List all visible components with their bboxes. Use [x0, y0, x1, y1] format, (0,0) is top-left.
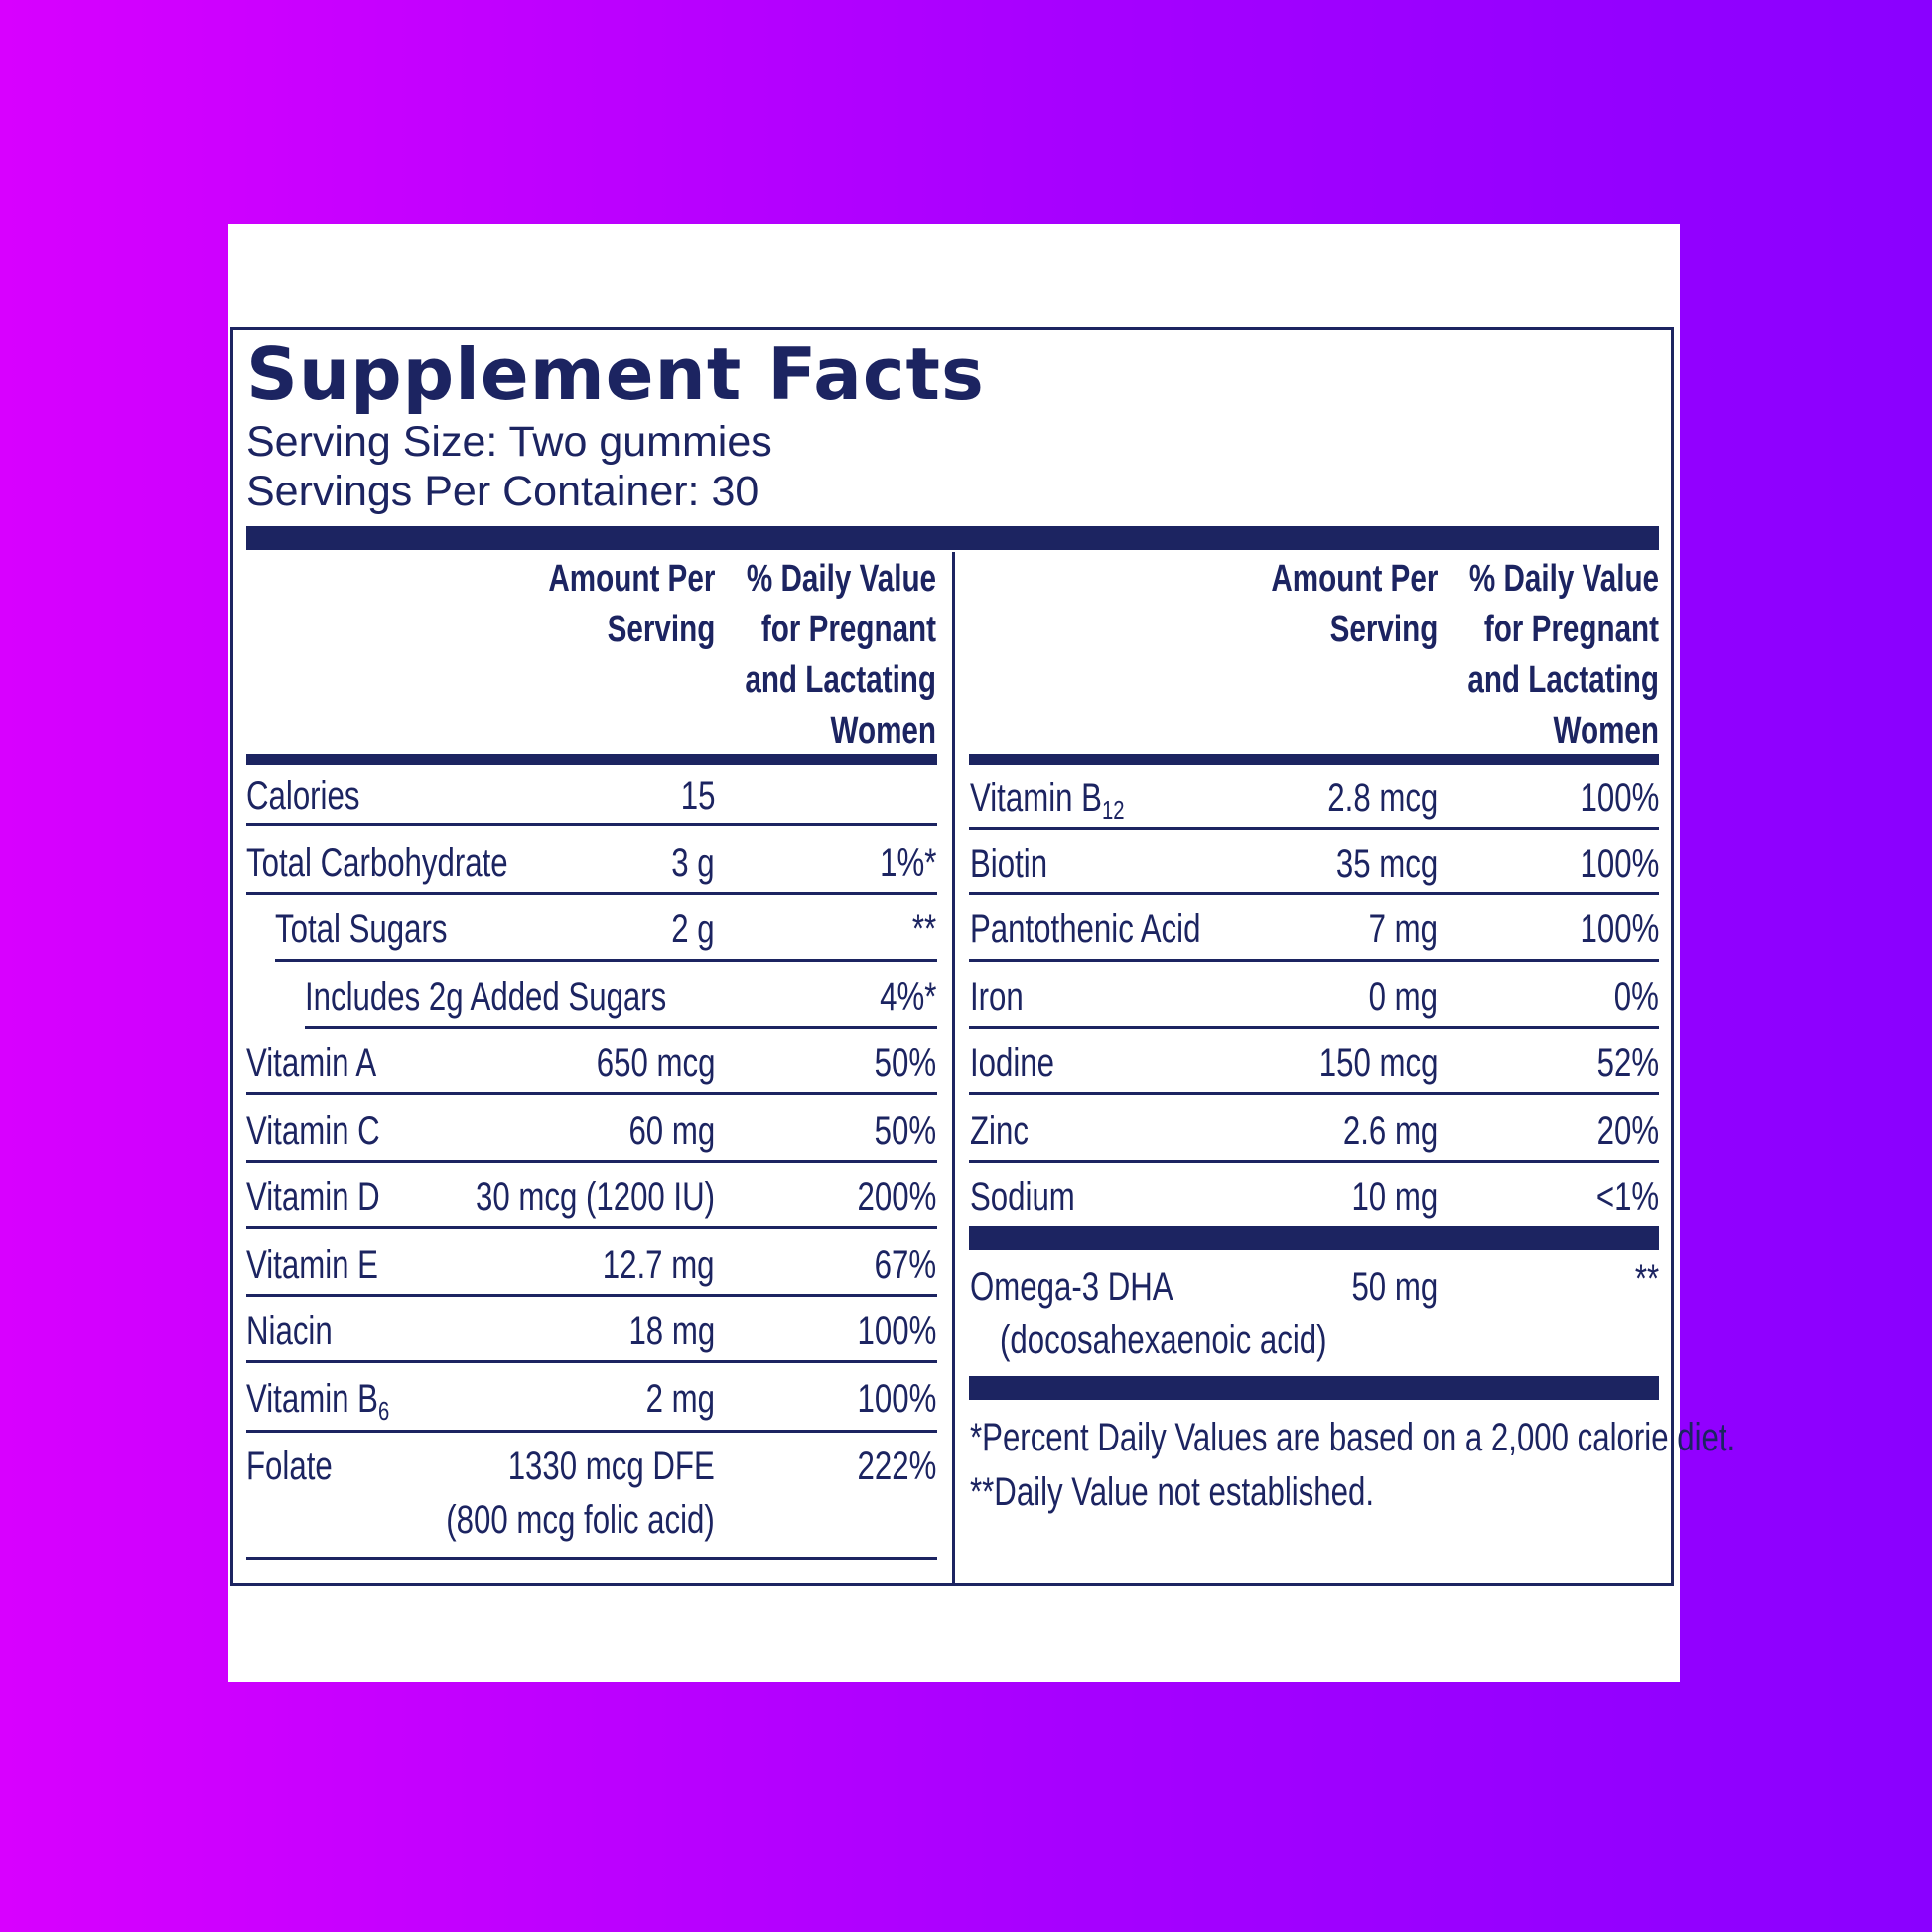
- row-rule: [246, 1160, 937, 1163]
- row-rule: [969, 827, 1659, 830]
- nutrient-name: Includes 2g Added Sugars: [305, 975, 667, 1019]
- nutrient-name: Iodine: [970, 1041, 1055, 1085]
- nutrient-dv: <1%: [1595, 1175, 1659, 1219]
- nutrient-name: Vitamin B12: [970, 776, 1125, 825]
- nutrient-amount: 1330 mcg DFE: [507, 1445, 715, 1488]
- nutrient-dv: 100%: [1580, 907, 1659, 951]
- row-rule: [969, 1160, 1659, 1163]
- row-rule: [969, 1092, 1659, 1095]
- nutrient-amount: 7 mg: [1368, 907, 1438, 951]
- row-rule: [246, 1226, 937, 1229]
- nutrient-name: Pantothenic Acid: [970, 907, 1201, 951]
- nutrient-dv: 20%: [1596, 1109, 1659, 1153]
- nutrient-name: Vitamin A: [246, 1041, 377, 1085]
- column-divider: [952, 552, 955, 1583]
- thick-divider-top: [246, 526, 1659, 550]
- nutrient-dv: 100%: [1580, 776, 1659, 820]
- thick-divider-omega-bottom: [969, 1376, 1659, 1400]
- nutrient-dv: 222%: [857, 1445, 936, 1488]
- footnote-not-established: **Daily Value not established.: [970, 1470, 1375, 1514]
- nutrient-dv: 200%: [857, 1175, 936, 1219]
- nutrient-dv: 100%: [857, 1377, 936, 1421]
- nutrient-dv: 50%: [874, 1041, 936, 1085]
- row-rule: [969, 1026, 1659, 1029]
- serving-size: Serving Size: Two gummies: [246, 418, 772, 466]
- nutrient-amount: 0 mg: [1368, 975, 1438, 1019]
- row-rule: [969, 892, 1659, 895]
- nutrient-name: Total Carbohydrate: [246, 841, 508, 885]
- nutrient-name: Vitamin D: [246, 1175, 380, 1219]
- nutrient-amount: 12.7 mg: [603, 1243, 715, 1287]
- nutrient-name: Zinc: [970, 1109, 1029, 1153]
- header-dv-left: % Daily Value for Pregnant and Lactating…: [745, 558, 936, 752]
- row-rule: [275, 959, 937, 962]
- nutrient-name: Sodium: [970, 1175, 1075, 1219]
- nutrient-dv: 52%: [1596, 1041, 1659, 1085]
- nutrient-amount: 15: [680, 774, 715, 818]
- nutrient-dv: **: [911, 907, 936, 951]
- nutrient-name: Niacin: [246, 1310, 333, 1353]
- nutrient-name: Biotin: [970, 842, 1048, 886]
- nutrient-amount: 2.8 mcg: [1327, 776, 1438, 820]
- row-rule: [246, 823, 937, 826]
- nutrient-name: Folate: [246, 1445, 333, 1488]
- row-rule: [246, 1294, 937, 1297]
- nutrient-dv: 67%: [874, 1243, 936, 1287]
- row-rule: [246, 1430, 937, 1433]
- nutrient-name: Vitamin C: [246, 1109, 380, 1153]
- nutrient-dv: 100%: [1580, 842, 1659, 886]
- nutrient-dv: 50%: [874, 1109, 936, 1153]
- supplement-facts-panel: [230, 327, 1674, 1586]
- row-rule: [969, 959, 1659, 962]
- servings-per-container: Servings Per Container: 30: [246, 468, 759, 515]
- row-rule: [246, 1360, 937, 1363]
- thick-divider-omega-top: [969, 1226, 1659, 1250]
- nutrient-name: Vitamin E: [246, 1243, 378, 1287]
- omega-amount: 50 mg: [1351, 1265, 1438, 1309]
- nutrient-amount: 30 mcg (1200 IU): [475, 1175, 715, 1219]
- nutrient-amount: 10 mg: [1351, 1175, 1438, 1219]
- footnote-daily-values: *Percent Daily Values are based on a 2,0…: [970, 1416, 1736, 1459]
- nutrient-amount: 150 mcg: [1318, 1041, 1438, 1085]
- subscript: 12: [1101, 795, 1125, 825]
- header-dv-right: % Daily Value for Pregnant and Lactating…: [1467, 558, 1659, 752]
- nutrient-dv: 4%*: [879, 975, 936, 1019]
- nutrient-dv: 100%: [857, 1310, 936, 1353]
- nutrient-dv: 1%*: [879, 841, 936, 885]
- nutrient-amount: 18 mg: [628, 1310, 715, 1353]
- nutrient-amount: 60 mg: [628, 1109, 715, 1153]
- omega-name-detail: (docosahexaenoic acid): [1000, 1318, 1327, 1362]
- nutrient-dv: 0%: [1613, 975, 1659, 1019]
- nutrient-amount: 35 mcg: [1335, 842, 1438, 886]
- nutrient-amount-detail: (800 mcg folic acid): [446, 1498, 715, 1542]
- nutrient-amount: 3 g: [671, 841, 715, 885]
- omega-dv: **: [1634, 1257, 1659, 1301]
- omega-name: Omega-3 DHA: [970, 1265, 1173, 1309]
- row-rule: [246, 892, 937, 895]
- panel-title: Supplement Facts: [246, 333, 985, 416]
- subscript: 6: [377, 1396, 390, 1426]
- nutrient-name: Iron: [970, 975, 1024, 1019]
- nutrient-amount: 2.6 mg: [1342, 1109, 1438, 1153]
- row-rule: [305, 1026, 937, 1029]
- nutrient-amount: 2 g: [671, 907, 715, 951]
- header-amount-right: Amount Per Serving: [1271, 558, 1438, 650]
- nutrient-name: Vitamin B6: [246, 1377, 390, 1426]
- row-rule-bottom: [246, 1557, 937, 1560]
- header-rule-left: [246, 754, 937, 765]
- nutrient-name: Calories: [246, 774, 360, 818]
- nutrient-amount: 2 mg: [645, 1377, 715, 1421]
- header-rule-right: [969, 754, 1659, 765]
- nutrient-name: Total Sugars: [275, 907, 448, 951]
- row-rule: [246, 1092, 937, 1095]
- header-amount-left: Amount Per Serving: [548, 558, 715, 650]
- nutrient-amount: 650 mcg: [596, 1041, 715, 1085]
